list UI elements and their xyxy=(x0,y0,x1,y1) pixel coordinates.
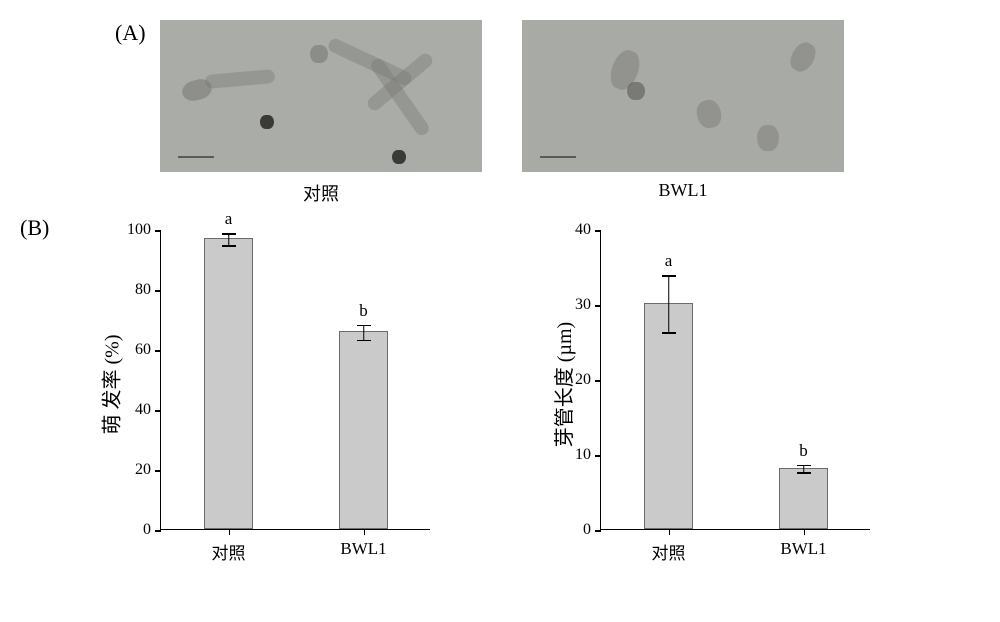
y-tick xyxy=(155,530,161,532)
y-tick xyxy=(155,350,161,352)
bar xyxy=(204,238,254,529)
error-cap xyxy=(662,275,676,277)
error-bar xyxy=(363,325,365,340)
x-tick-label: 对照 xyxy=(652,539,686,564)
y-tick xyxy=(595,230,601,232)
y-tick-label: 80 xyxy=(135,281,151,299)
significance-label: a xyxy=(225,209,233,229)
micrograph-control-caption: 对照 xyxy=(303,180,339,206)
error-bar xyxy=(228,233,230,245)
x-tick xyxy=(669,529,671,535)
x-tick xyxy=(804,529,806,535)
bar xyxy=(644,303,694,530)
y-tick xyxy=(595,455,601,457)
error-cap xyxy=(357,325,371,327)
error-bar xyxy=(668,275,670,332)
micrograph-bwl1-caption: BWL1 xyxy=(659,180,708,201)
error-cap xyxy=(222,245,236,247)
y-tick-label: 30 xyxy=(575,296,591,314)
y-tick-label: 100 xyxy=(127,221,151,239)
x-tick-label: BWL1 xyxy=(340,539,386,559)
error-cap xyxy=(222,233,236,235)
y-tick xyxy=(155,290,161,292)
x-tick-label: 对照 xyxy=(212,539,246,564)
y-axis-label: 萌 发率 (%) xyxy=(95,335,124,435)
error-cap xyxy=(662,332,676,334)
micrograph-control: 对照 xyxy=(160,20,482,206)
x-tick xyxy=(364,529,366,535)
micrograph-bwl1: BWL1 xyxy=(522,20,844,206)
micrograph-bwl1-image xyxy=(522,20,844,172)
error-cap xyxy=(357,340,371,342)
germination-rate-chart: 萌 发率 (%)020406080100对照aBWL1b xyxy=(100,230,450,580)
y-tick xyxy=(595,530,601,532)
y-tick-label: 40 xyxy=(575,221,591,239)
y-tick-label: 20 xyxy=(135,461,151,479)
y-tick-label: 0 xyxy=(143,521,151,539)
micrograph-control-image xyxy=(160,20,482,172)
micrograph-row: 对照 BWL1 xyxy=(160,20,844,206)
plot-area: 010203040对照aBWL1b xyxy=(600,230,870,530)
figure-root: (A) 对照 xyxy=(20,20,980,602)
significance-label: a xyxy=(665,251,673,271)
panel-b-label: (B) xyxy=(20,215,49,241)
error-cap xyxy=(797,472,811,474)
y-tick-label: 10 xyxy=(575,446,591,464)
bar xyxy=(779,468,829,530)
y-tick-label: 40 xyxy=(135,401,151,419)
y-tick xyxy=(595,305,601,307)
x-tick xyxy=(229,529,231,535)
charts-row: 萌 发率 (%)020406080100对照aBWL1b 芽管长度 (µm)01… xyxy=(100,230,890,580)
y-tick-label: 0 xyxy=(583,521,591,539)
panel-a-label: (A) xyxy=(115,20,146,46)
bar xyxy=(339,331,389,529)
y-tick xyxy=(155,410,161,412)
y-tick-label: 60 xyxy=(135,341,151,359)
y-tick xyxy=(155,230,161,232)
plot-area: 020406080100对照aBWL1b xyxy=(160,230,430,530)
y-tick-label: 20 xyxy=(575,371,591,389)
y-tick xyxy=(155,470,161,472)
significance-label: b xyxy=(799,441,808,461)
error-cap xyxy=(797,465,811,467)
significance-label: b xyxy=(359,301,368,321)
y-tick xyxy=(595,380,601,382)
y-axis-label: 芽管长度 (µm) xyxy=(548,322,577,447)
tube-length-chart: 芽管长度 (µm) 010203040对照aBWL1b xyxy=(540,230,890,580)
x-tick-label: BWL1 xyxy=(780,539,826,559)
